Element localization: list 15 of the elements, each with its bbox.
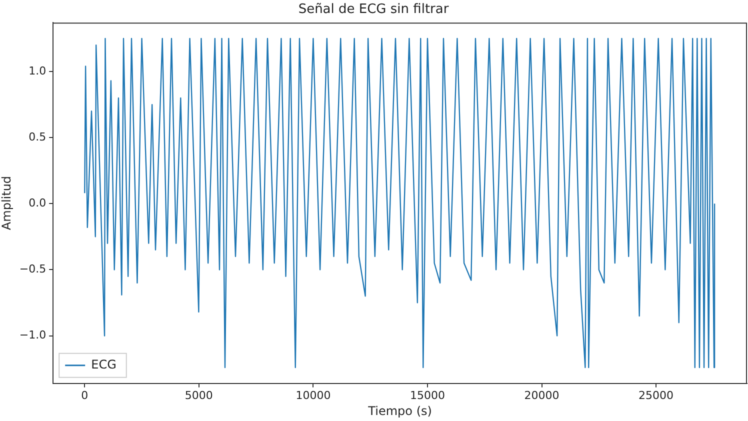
y-tick-label: 1.0 [28, 64, 46, 78]
x-tick-label: 0 [81, 388, 88, 402]
x-tick-label: 10000 [296, 388, 331, 402]
x-tick-label: 20000 [524, 388, 560, 402]
y-axis-title: Amplitud [0, 176, 14, 230]
legend-label: ECG [91, 358, 116, 372]
x-tick-label: 15000 [410, 388, 445, 402]
y-tick-label: 0.5 [28, 130, 46, 144]
y-tick-label: 0.0 [28, 196, 46, 210]
chart-title: Señal de ECG sin filtrar [298, 2, 450, 18]
x-tick-label: 25000 [638, 388, 674, 402]
x-tick-label: 5000 [184, 388, 213, 402]
y-tick-label: −1.0 [19, 328, 46, 342]
x-axis-title: Tiempo (s) [367, 404, 432, 418]
y-tick-label: −0.5 [19, 262, 46, 276]
